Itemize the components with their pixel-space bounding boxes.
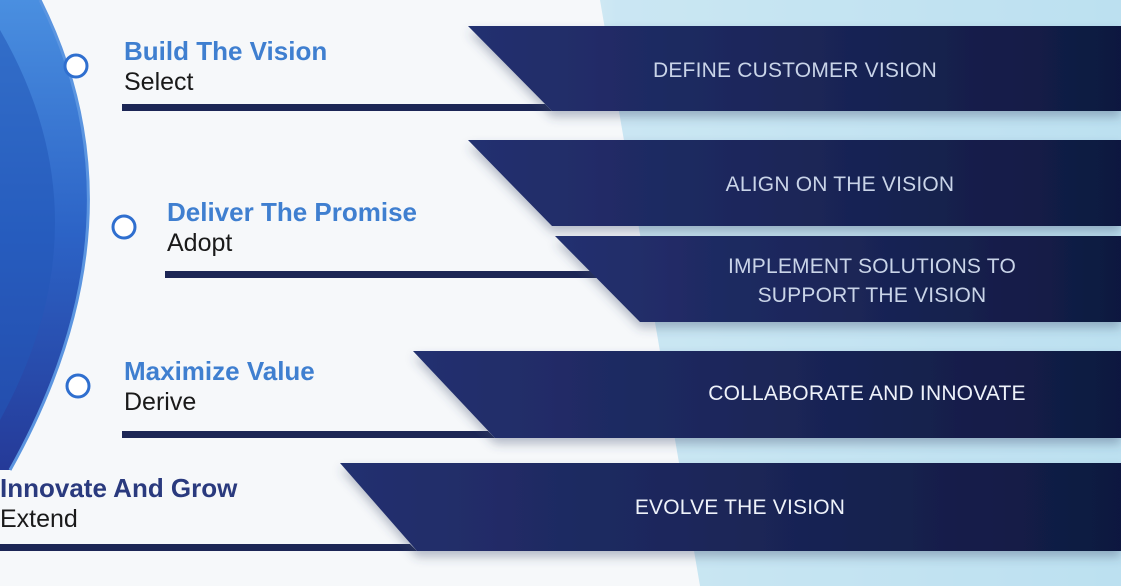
band-label-evolve: EVOLVE THE VISION: [634, 496, 846, 519]
band-align-vision: [468, 140, 1121, 226]
stage-subtitle-deliver: Adopt: [167, 229, 233, 257]
stage-subtitle-build: Select: [124, 68, 194, 96]
underline-deliver: [165, 271, 597, 278]
stage-title-maximize: Maximize Value: [124, 356, 315, 386]
stage-title-build: Build The Vision: [124, 36, 328, 66]
band-label-align: ALIGN ON THE VISION: [725, 173, 955, 196]
band-label-implement-line2: SUPPORT THE VISION: [757, 284, 987, 307]
stage-title-deliver: Deliver The Promise: [167, 197, 417, 227]
band-implement-solutions: [555, 236, 1121, 322]
band-evolve-vision: [340, 463, 1121, 551]
stage-underlines: [0, 104, 597, 551]
band-label-define: DEFINE CUSTOMER VISION: [652, 59, 938, 82]
underline-maximize: [122, 431, 495, 438]
band-label-implement-line1: IMPLEMENT SOLUTIONS TO: [728, 255, 1016, 278]
journey-arc-inner: [0, 30, 55, 420]
marker-dot-build: [63, 53, 89, 79]
band-label-collaborate: COLLABORATE AND INNOVATE: [708, 382, 1026, 405]
stage-title-innovate: Innovate And Grow: [0, 473, 238, 503]
underline-innovate: [0, 544, 417, 551]
stage-subtitle-innovate: Extend: [0, 505, 78, 533]
underline-build: [122, 104, 552, 111]
stage-subtitle-maximize: Derive: [124, 388, 197, 416]
stage-markers: [63, 53, 137, 399]
band-label-implement: IMPLEMENT SOLUTIONS TO SUPPORT THE VISIO…: [672, 252, 1072, 310]
marker-dot-maximize: [65, 373, 91, 399]
band-define-vision: [468, 26, 1121, 111]
band-collaborate: [413, 351, 1121, 438]
marker-dot-deliver: [111, 214, 137, 240]
activity-bands: [340, 26, 1121, 551]
